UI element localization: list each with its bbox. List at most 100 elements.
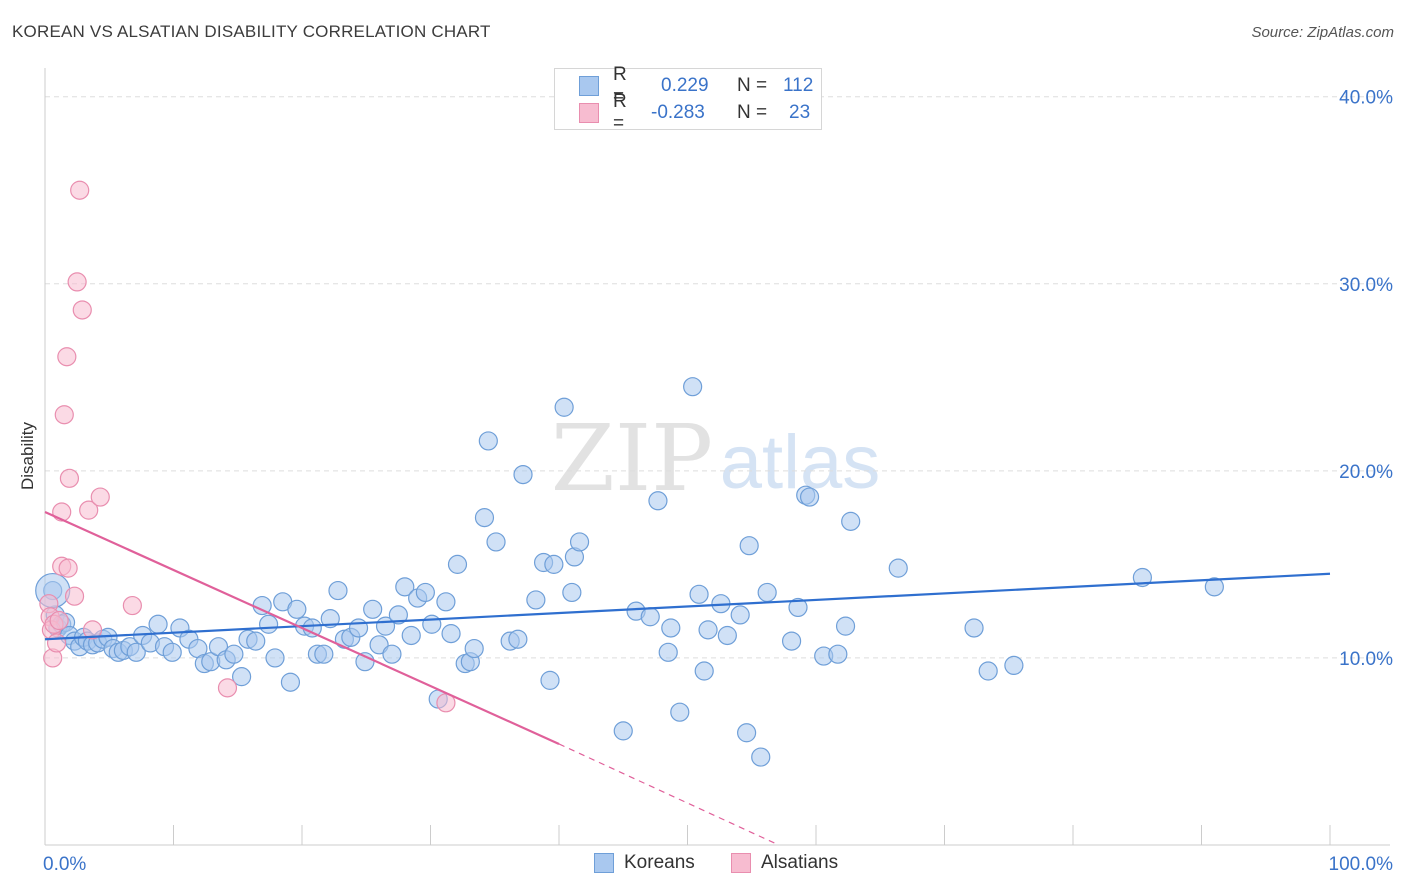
watermark: ZIP atlas	[551, 405, 880, 512]
koreans-legend-label: Koreans	[624, 852, 695, 873]
korean-point	[1004, 655, 1024, 676]
korean-trendline	[44, 572, 1331, 641]
x-tick-label: 0.0%	[43, 854, 86, 875]
korean-point	[474, 508, 495, 528]
source-label: Source: ZipAtlas.com	[1251, 24, 1394, 41]
korean-point	[224, 644, 244, 664]
y-tick-label: 30.0%	[1339, 275, 1393, 296]
korean-point	[363, 599, 383, 619]
korean-point	[757, 582, 777, 603]
axes	[44, 68, 1390, 846]
korean-point	[978, 661, 998, 681]
korean-point	[486, 532, 506, 552]
alsatian-point	[59, 468, 80, 488]
alsatian-point	[58, 558, 78, 578]
korean-point	[232, 667, 252, 687]
korean-point	[464, 638, 484, 659]
legend-row-korean: R = 0.229 N = 112	[579, 64, 814, 107]
korean-point	[348, 618, 369, 638]
korean-point	[265, 648, 285, 668]
korean-swatch	[579, 76, 599, 96]
korean-point	[1204, 577, 1224, 597]
legend-item-alsatians[interactable]: Alsatians	[731, 852, 838, 874]
alsatian-point	[79, 500, 99, 520]
korean-point	[751, 747, 771, 767]
alsatian-points	[39, 180, 456, 713]
legend-row-alsatian: R = -0.283 N = 23	[579, 91, 811, 134]
korean-point	[689, 584, 709, 604]
alsatian-point	[57, 347, 77, 367]
korean-point	[554, 397, 574, 417]
korean-n-label: N =	[737, 75, 768, 96]
alsatian-trendline	[44, 511, 560, 745]
alsatian-trendline-extension	[558, 743, 779, 846]
alsatian-point	[46, 633, 67, 653]
watermark-zip: ZIP	[551, 405, 713, 512]
chart-title: KOREAN VS ALSATIAN DISABILITY CORRELATIO…	[12, 22, 491, 41]
korean-r-value: 0.229	[661, 75, 709, 96]
korean-point	[246, 631, 266, 651]
alsatian-point	[64, 586, 85, 606]
korean-point	[788, 597, 808, 618]
alsatian-point	[90, 487, 110, 507]
alsatians-legend-swatch	[731, 853, 751, 873]
x-tick-label: 100.0%	[1329, 854, 1394, 875]
legend-item-koreans[interactable]: Koreans	[594, 852, 695, 874]
alsatian-point	[72, 300, 92, 320]
korean-n-value: 112	[783, 75, 814, 96]
korean-point	[670, 702, 690, 722]
korean-point	[320, 609, 340, 629]
korean-point	[508, 629, 528, 649]
korean-point	[415, 582, 435, 603]
korean-point	[698, 620, 718, 640]
korean-point	[258, 614, 279, 634]
korean-point	[395, 577, 415, 597]
alsatian-r-label: R =	[613, 91, 627, 134]
korean-point	[841, 511, 861, 531]
korean-point	[328, 580, 348, 601]
trendlines	[44, 511, 1331, 846]
korean-point	[148, 614, 168, 634]
korean-point	[126, 642, 146, 662]
korean-point	[694, 661, 714, 681]
y-tick-label: 20.0%	[1339, 462, 1393, 483]
korean-point	[478, 431, 498, 451]
korean-point	[717, 625, 737, 646]
korean-point	[739, 536, 759, 556]
alsatian-point	[217, 678, 238, 698]
korean-points	[35, 377, 1224, 767]
alsatian-point	[70, 180, 90, 200]
alsatian-n-value: 23	[789, 102, 811, 123]
korean-point	[648, 491, 668, 511]
y-tick-label: 10.0%	[1339, 649, 1393, 670]
korean-point	[562, 582, 582, 603]
korean-point	[314, 644, 334, 664]
korean-point	[422, 614, 442, 634]
alsatian-point	[122, 595, 142, 616]
korean-point	[835, 616, 856, 636]
korean-point	[544, 554, 564, 574]
alsatian-point	[54, 405, 74, 425]
korean-point	[799, 487, 820, 507]
korean-point	[730, 605, 750, 625]
alsatian-r-value: -0.283	[651, 102, 705, 123]
korean-point	[401, 625, 421, 646]
korean-point	[828, 644, 848, 664]
korean-point	[526, 590, 546, 610]
alsatian-n-label: N =	[737, 102, 768, 123]
korean-point	[888, 558, 908, 578]
alsatian-point	[52, 502, 72, 522]
korean-point	[661, 618, 681, 638]
y-tick-label: 40.0%	[1339, 88, 1393, 109]
korean-point	[737, 723, 757, 743]
series-legend: Koreans Alsatians	[0, 852, 1406, 876]
korean-point	[613, 721, 633, 741]
tick-labels: 10.0% 20.0% 30.0% 40.0% 0.0% 100.0%	[43, 88, 1393, 875]
korean-point	[781, 631, 802, 651]
korean-point	[280, 672, 301, 692]
koreans-legend-swatch	[594, 853, 614, 873]
korean-point	[436, 592, 456, 612]
korean-point	[964, 618, 984, 638]
korean-point	[569, 532, 590, 552]
